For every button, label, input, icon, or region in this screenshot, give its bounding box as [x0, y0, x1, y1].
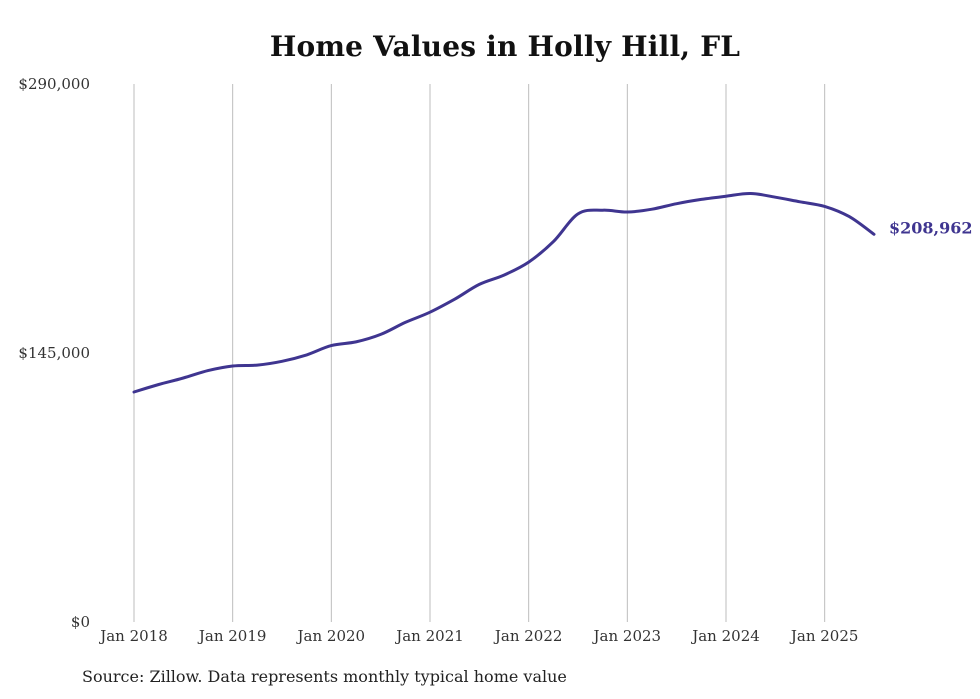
end-value-label: $208,962	[889, 218, 973, 237]
x-tick-label: Jan 2020	[296, 627, 366, 645]
x-tick-label: Jan 2019	[197, 627, 267, 645]
chart-title: Home Values in Holly Hill, FL	[269, 30, 741, 63]
home-value-line	[132, 191, 876, 394]
y-tick-label: $290,000	[18, 75, 90, 93]
x-tick-label: Jan 2021	[394, 627, 464, 645]
x-tick-label: Jan 2025	[789, 627, 859, 645]
source-note: Source: Zillow. Data represents monthly …	[82, 667, 567, 686]
x-tick-label: Jan 2018	[98, 627, 168, 645]
y-tick-label: $0	[71, 613, 90, 631]
x-tick-label: Jan 2024	[690, 627, 760, 645]
y-tick-label: $145,000	[18, 344, 90, 362]
x-tick-label: Jan 2022	[493, 627, 563, 645]
x-tick-label: Jan 2023	[592, 627, 662, 645]
